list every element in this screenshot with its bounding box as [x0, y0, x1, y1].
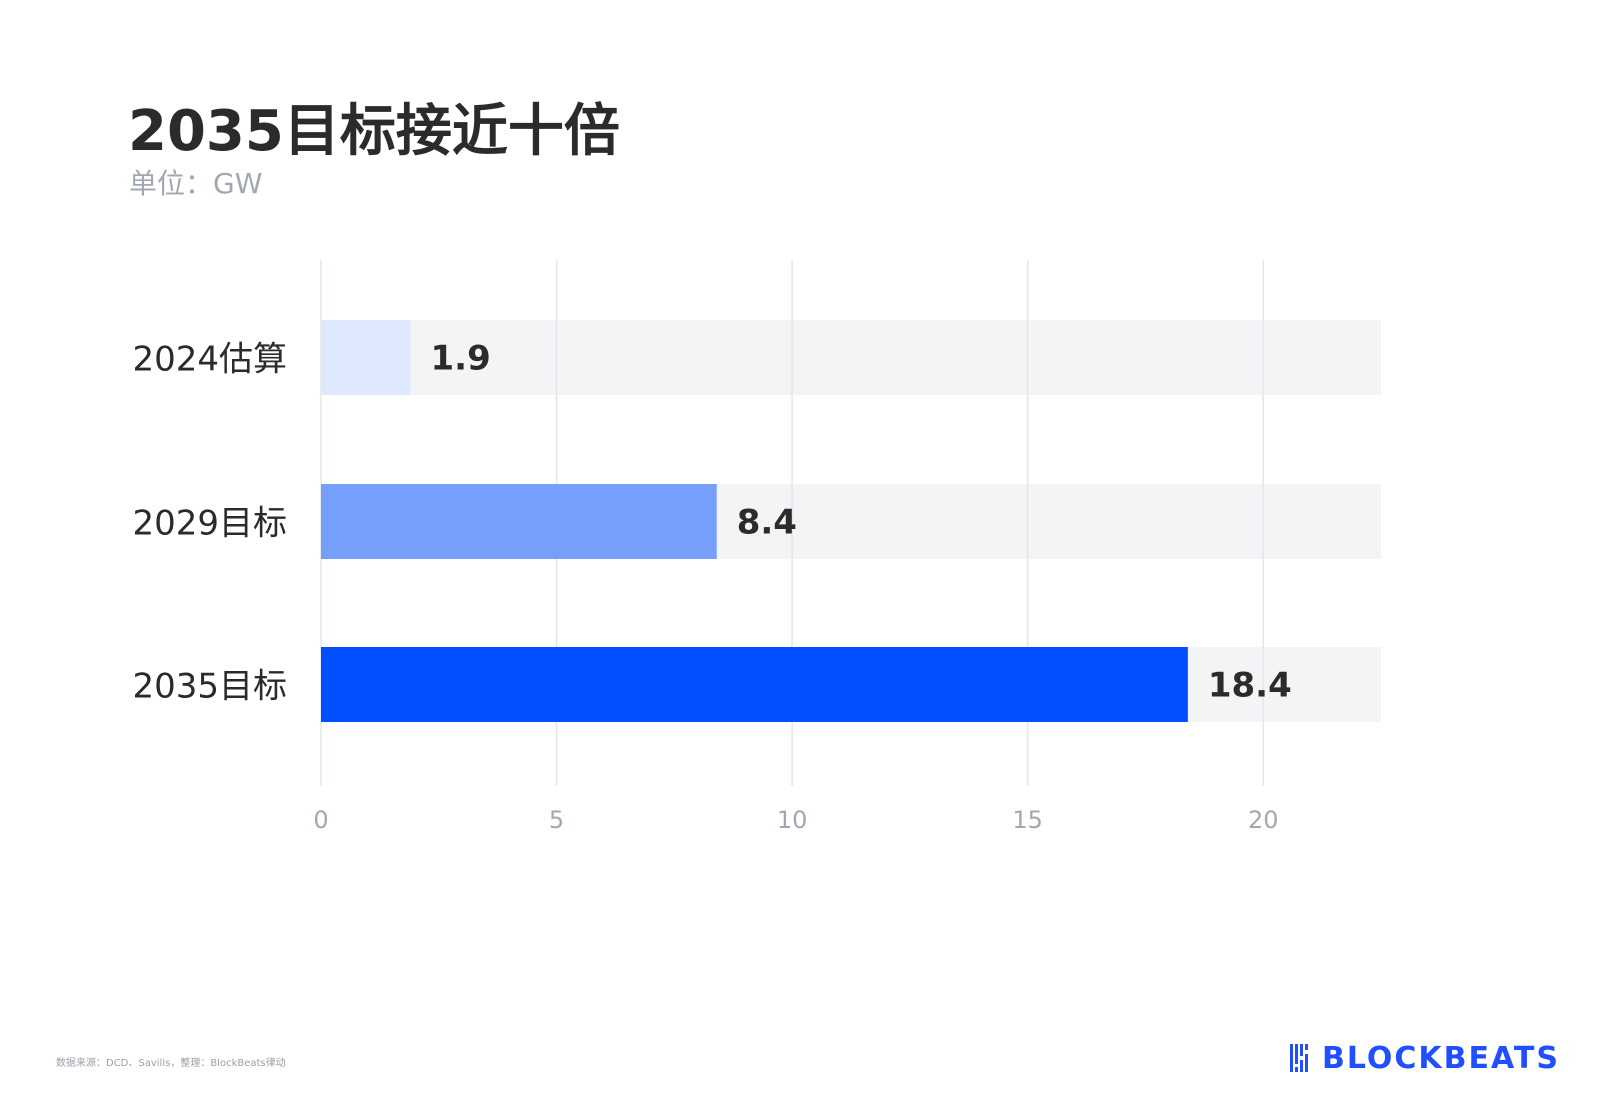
category-label: 2024估算: [132, 340, 287, 380]
blockbeats-logo: BLOCKBEATS: [1290, 1040, 1560, 1076]
bar: [321, 320, 411, 395]
category-label: 2029目标: [132, 504, 287, 544]
bar-track: [321, 320, 1381, 395]
x-tick-label: 5: [549, 806, 564, 834]
source-note: 数据来源：DCD、Savills，整理：BlockBeats律动: [56, 1058, 286, 1069]
category-label: 2035目标: [132, 667, 287, 707]
value-label: 8.4: [737, 503, 797, 543]
value-label: 18.4: [1208, 666, 1292, 706]
x-tick-label: 0: [313, 806, 328, 834]
chart-unit-subtitle: 单位：GW: [129, 167, 263, 200]
x-tick-label: 20: [1248, 806, 1279, 834]
x-tick-label: 10: [777, 806, 808, 834]
x-tick-label: 15: [1012, 806, 1043, 834]
logo-text: BLOCKBEATS: [1322, 1040, 1560, 1076]
bar: [321, 484, 717, 559]
blockbeats-logo-icon: [1290, 1044, 1308, 1072]
value-label: 1.9: [431, 339, 491, 379]
chart-title: 2035目标接近十倍: [128, 99, 620, 164]
bar: [321, 647, 1188, 722]
